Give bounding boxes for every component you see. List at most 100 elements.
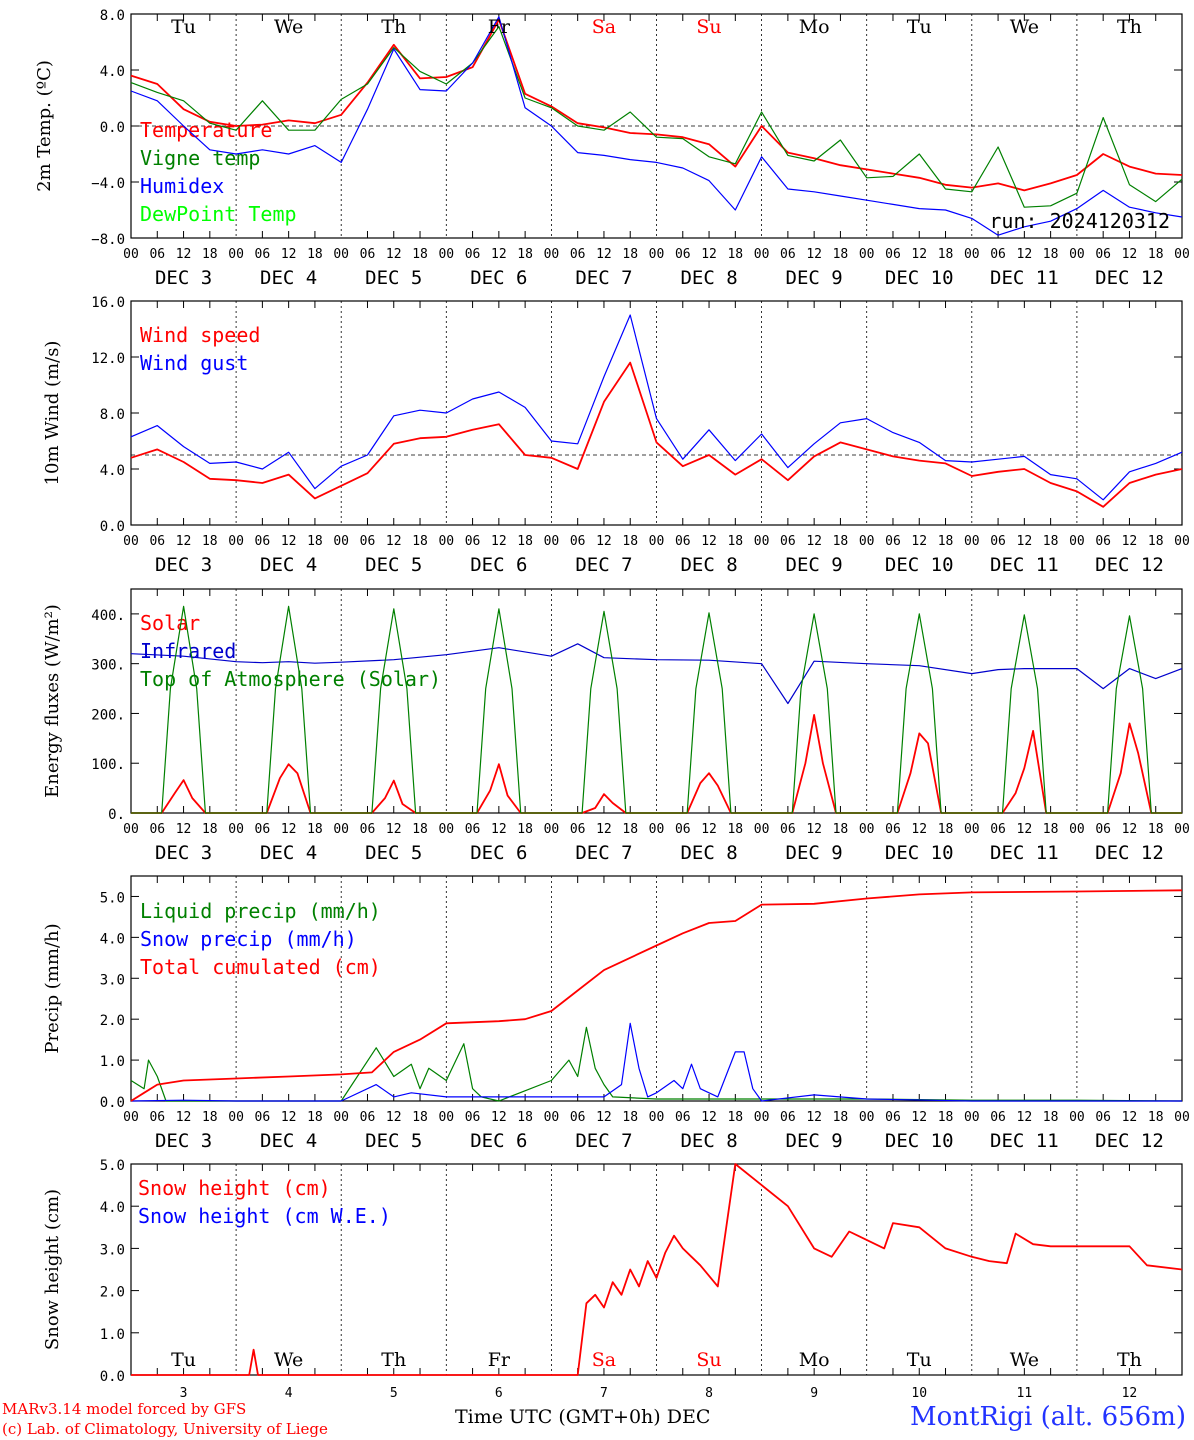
hour-label: 06 [255, 534, 271, 549]
date-label: DEC 5 [365, 842, 422, 864]
y-tick-label: 100. [91, 757, 125, 773]
hour-label: 06 [360, 534, 376, 549]
hour-label: 18 [517, 1110, 533, 1125]
hour-label: 12 [176, 1110, 192, 1125]
series-line-wind-speed [130, 361, 1183, 508]
weekday-label: We [274, 1349, 303, 1371]
hour-label: 06 [255, 822, 271, 837]
hour-label: 06 [675, 534, 691, 549]
hour-label: 18 [727, 534, 743, 549]
y-tick-label: −8.0 [91, 232, 125, 248]
hour-label: 06 [360, 1110, 376, 1125]
y-tick-label: 12.0 [91, 351, 125, 367]
date-label: DEC 10 [885, 1130, 954, 1152]
hour-label: 12 [911, 1110, 927, 1125]
hour-label: 12 [701, 822, 717, 837]
hour-label: 12 [701, 534, 717, 549]
hour-label: 00 [333, 247, 349, 262]
hour-label: 18 [622, 247, 638, 262]
weekday-label: Mo [799, 16, 830, 38]
y-tick-label: 0.0 [100, 1369, 125, 1385]
date-label: DEC 7 [575, 267, 632, 289]
hour-label: 12 [1122, 822, 1138, 837]
weekday-label: Sa [592, 1349, 616, 1371]
day-number: 9 [810, 1386, 818, 1401]
hour-label: 18 [1043, 534, 1059, 549]
date-label: DEC 12 [1095, 267, 1164, 289]
hour-label: 06 [255, 247, 271, 262]
hour-label: 06 [675, 247, 691, 262]
date-label: DEC 12 [1095, 554, 1164, 576]
hour-label: 06 [255, 1110, 271, 1125]
hour-label: 06 [149, 534, 165, 549]
hour-label: 06 [780, 534, 796, 549]
hour-label: 18 [1148, 822, 1164, 837]
hour-label: 00 [859, 534, 875, 549]
hour-label: 06 [990, 534, 1006, 549]
hour-label: 12 [806, 534, 822, 549]
day-number: 6 [495, 1386, 503, 1401]
hour-label: 18 [1043, 822, 1059, 837]
weekday-label: Tu [907, 1349, 932, 1371]
hour-label: 12 [1017, 822, 1033, 837]
hour-label: 12 [596, 247, 612, 262]
day-number: 11 [1017, 1386, 1033, 1401]
legend-entry: Top of Atmosphere (Solar) [140, 667, 441, 691]
hour-label: 00 [1069, 247, 1085, 262]
hour-label: 00 [544, 822, 560, 837]
date-label: DEC 10 [885, 842, 954, 864]
day-number: 3 [180, 1386, 188, 1401]
hour-label: 12 [281, 247, 297, 262]
y-tick-label: 0.0 [100, 1095, 125, 1111]
hour-label: 06 [570, 534, 586, 549]
hour-label: 18 [727, 822, 743, 837]
hour-label: 00 [754, 534, 770, 549]
hour-label: 00 [1174, 822, 1190, 837]
hour-label: 00 [438, 1110, 454, 1125]
hour-label: 06 [465, 1110, 481, 1125]
date-label: DEC 3 [155, 842, 212, 864]
y-tick-label: 400. [91, 608, 125, 624]
hour-label: 00 [123, 1110, 139, 1125]
station-name: MontRigi (alt. 656m) [910, 1402, 1186, 1432]
hour-label: 18 [727, 247, 743, 262]
weekday-label: Su [696, 1349, 721, 1371]
legend-entry: Snow precip (mm/h) [140, 927, 357, 951]
date-label: DEC 6 [470, 842, 527, 864]
hour-label: 12 [701, 1110, 717, 1125]
hour-label: 12 [491, 534, 507, 549]
hour-label: 12 [176, 534, 192, 549]
y-tick-label: 0.0 [100, 120, 125, 136]
date-label: DEC 9 [786, 554, 843, 576]
hour-label: 00 [964, 247, 980, 262]
hour-label: 18 [1043, 247, 1059, 262]
hour-label: 18 [1043, 1110, 1059, 1125]
day-number: 10 [911, 1386, 927, 1401]
hour-label: 12 [176, 247, 192, 262]
weekday-label: We [1010, 16, 1039, 38]
hour-label: 06 [1095, 1110, 1111, 1125]
hour-label: 00 [123, 822, 139, 837]
day-number: 8 [705, 1386, 713, 1401]
hour-label: 06 [149, 247, 165, 262]
date-label: DEC 4 [260, 267, 317, 289]
hour-label: 06 [465, 822, 481, 837]
date-label: DEC 12 [1095, 842, 1164, 864]
hour-label: 18 [412, 822, 428, 837]
hour-label: 00 [1069, 822, 1085, 837]
hour-label: 12 [911, 247, 927, 262]
date-label: DEC 3 [155, 554, 212, 576]
y-axis-label: 10m Wind (m/s) [42, 341, 63, 486]
date-label: DEC 5 [365, 554, 422, 576]
weekday-label: Fr [488, 1349, 511, 1371]
series-line-temperature [130, 18, 1183, 192]
weekday-label: Tu [171, 16, 196, 38]
date-label: DEC 5 [365, 1130, 422, 1152]
hour-label: 12 [1017, 247, 1033, 262]
hour-label: 12 [176, 822, 192, 837]
date-label: DEC 8 [680, 1130, 737, 1152]
hour-label: 12 [491, 247, 507, 262]
hour-label: 00 [754, 247, 770, 262]
date-label: DEC 4 [260, 842, 317, 864]
hour-label: 06 [990, 247, 1006, 262]
